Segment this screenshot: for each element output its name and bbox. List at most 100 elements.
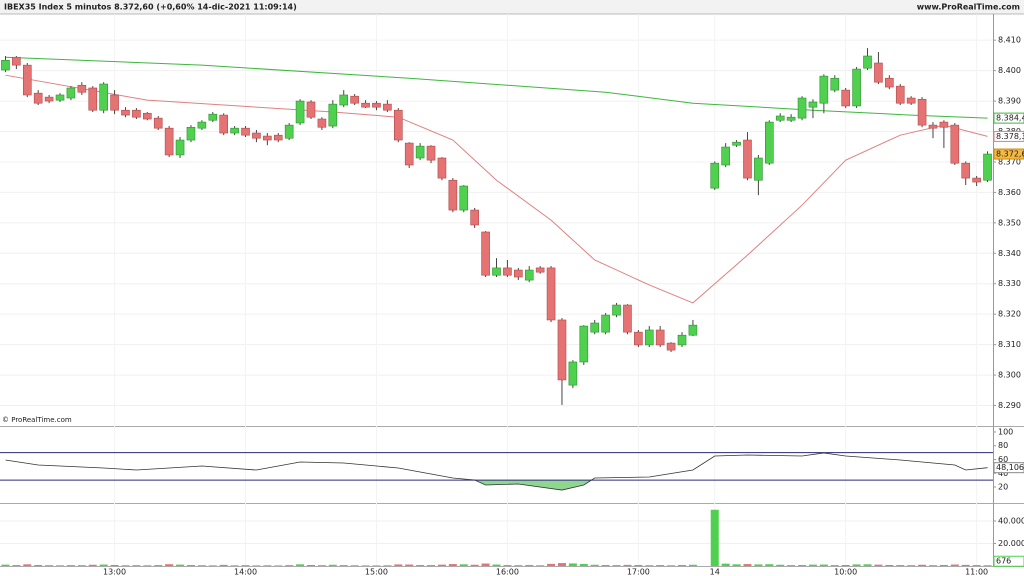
- candle-body: [623, 304, 632, 333]
- volume-bar: [230, 565, 239, 566]
- candle-body: [983, 153, 992, 181]
- candle-body: [121, 109, 130, 116]
- volume-bar: [939, 564, 948, 566]
- volume-bar: [317, 565, 326, 566]
- candle-body: [33, 92, 43, 104]
- candle-body: [99, 83, 108, 111]
- volume-bar: [383, 565, 392, 566]
- volume-bar: [186, 564, 195, 566]
- candle-body: [492, 267, 501, 276]
- y-tick-label: 8.400: [998, 66, 1021, 75]
- volume-bar: [885, 564, 894, 566]
- volume-bar: [416, 564, 425, 566]
- x-tick-label: 13:00: [103, 568, 126, 576]
- candle-body: [361, 102, 370, 108]
- candle-body: [503, 267, 512, 276]
- volume-bar: [863, 564, 872, 566]
- y-tick-label: 8.320: [998, 310, 1021, 319]
- candle-body: [143, 112, 152, 120]
- volume-bar: [819, 564, 828, 566]
- volume-bar: [208, 565, 217, 566]
- copyright: © ProRealTime.com: [2, 416, 72, 424]
- volume-bar: [874, 564, 883, 566]
- volume-bar: [787, 565, 796, 566]
- candle-body: [339, 94, 349, 106]
- candle-body: [197, 121, 207, 129]
- candle-body: [263, 135, 272, 141]
- moving-average: [5, 56, 988, 119]
- candle-body: [535, 267, 545, 273]
- candle-body: [754, 157, 763, 181]
- volume-bar: [165, 564, 174, 566]
- header-site[interactable]: www.ProRealTime.com: [917, 3, 1020, 12]
- candle-body: [459, 185, 469, 211]
- volume-bar: [285, 565, 294, 566]
- candle-body: [808, 101, 818, 108]
- volume-bar: [306, 564, 315, 566]
- volume-bar: [590, 564, 599, 566]
- candle-body: [328, 103, 338, 127]
- candle-body: [524, 269, 534, 281]
- volume-bar: [950, 564, 959, 566]
- value-label-box: [993, 112, 1024, 124]
- volume-bar: [983, 565, 992, 566]
- volume-bar: [339, 565, 348, 566]
- y-tick-label: 40: [998, 469, 1008, 478]
- header-bar: [0, 0, 1024, 14]
- value-label: 676: [996, 557, 1011, 566]
- volume-bar: [972, 565, 981, 566]
- volume-bar: [830, 565, 839, 566]
- candle-body: [666, 342, 676, 351]
- x-tick-label: 17:00: [627, 568, 650, 576]
- volume-bar: [514, 565, 523, 566]
- candle-body: [12, 56, 21, 66]
- candle-body: [470, 209, 479, 226]
- volume-bar: [66, 565, 75, 566]
- volume-bar: [896, 565, 905, 566]
- candle-body: [786, 116, 796, 121]
- volume-bar: [525, 564, 534, 566]
- value-label: 8.378,39: [996, 132, 1024, 141]
- volume-bar: [961, 564, 970, 566]
- candle-body: [219, 114, 228, 134]
- candle-body: [175, 139, 185, 156]
- candle-body: [284, 124, 294, 139]
- value-label-box: [993, 130, 1024, 142]
- x-tick-label: 16:00: [496, 568, 519, 576]
- volume-bar: [197, 565, 206, 566]
- candle-body: [437, 157, 447, 179]
- y-tick-label: 8.370: [998, 157, 1021, 166]
- candle-body: [852, 68, 861, 107]
- candle-body: [66, 87, 76, 99]
- candle-body: [677, 334, 687, 346]
- candle-body: [186, 126, 196, 141]
- candle-body: [22, 64, 32, 96]
- candle-body: [208, 113, 218, 121]
- volume-bar: [110, 564, 119, 566]
- volume-bar: [536, 565, 545, 566]
- volume-bar: [405, 564, 414, 566]
- volume-bar: [743, 564, 752, 566]
- candle-body: [568, 361, 578, 386]
- y-tick-label: 8.330: [998, 279, 1021, 288]
- candle-body: [819, 75, 829, 104]
- volume-bar: [45, 565, 54, 566]
- candle-body: [721, 146, 730, 166]
- candle-body: [579, 325, 589, 363]
- volume-bar: [121, 565, 130, 566]
- value-label: 8.384,40: [996, 114, 1024, 123]
- volume-bar: [918, 564, 927, 566]
- candle-body: [557, 319, 567, 381]
- y-tick-label: 100: [998, 427, 1013, 436]
- candle-body: [895, 85, 905, 104]
- value-label: 48,106: [996, 463, 1024, 472]
- candle-body: [972, 177, 981, 183]
- volume-bar: [372, 565, 381, 566]
- candle-body: [1, 59, 10, 71]
- volume-bar: [732, 564, 741, 566]
- rsi-line: [5, 452, 988, 491]
- candle-body: [961, 162, 971, 179]
- candle-body: [383, 103, 392, 111]
